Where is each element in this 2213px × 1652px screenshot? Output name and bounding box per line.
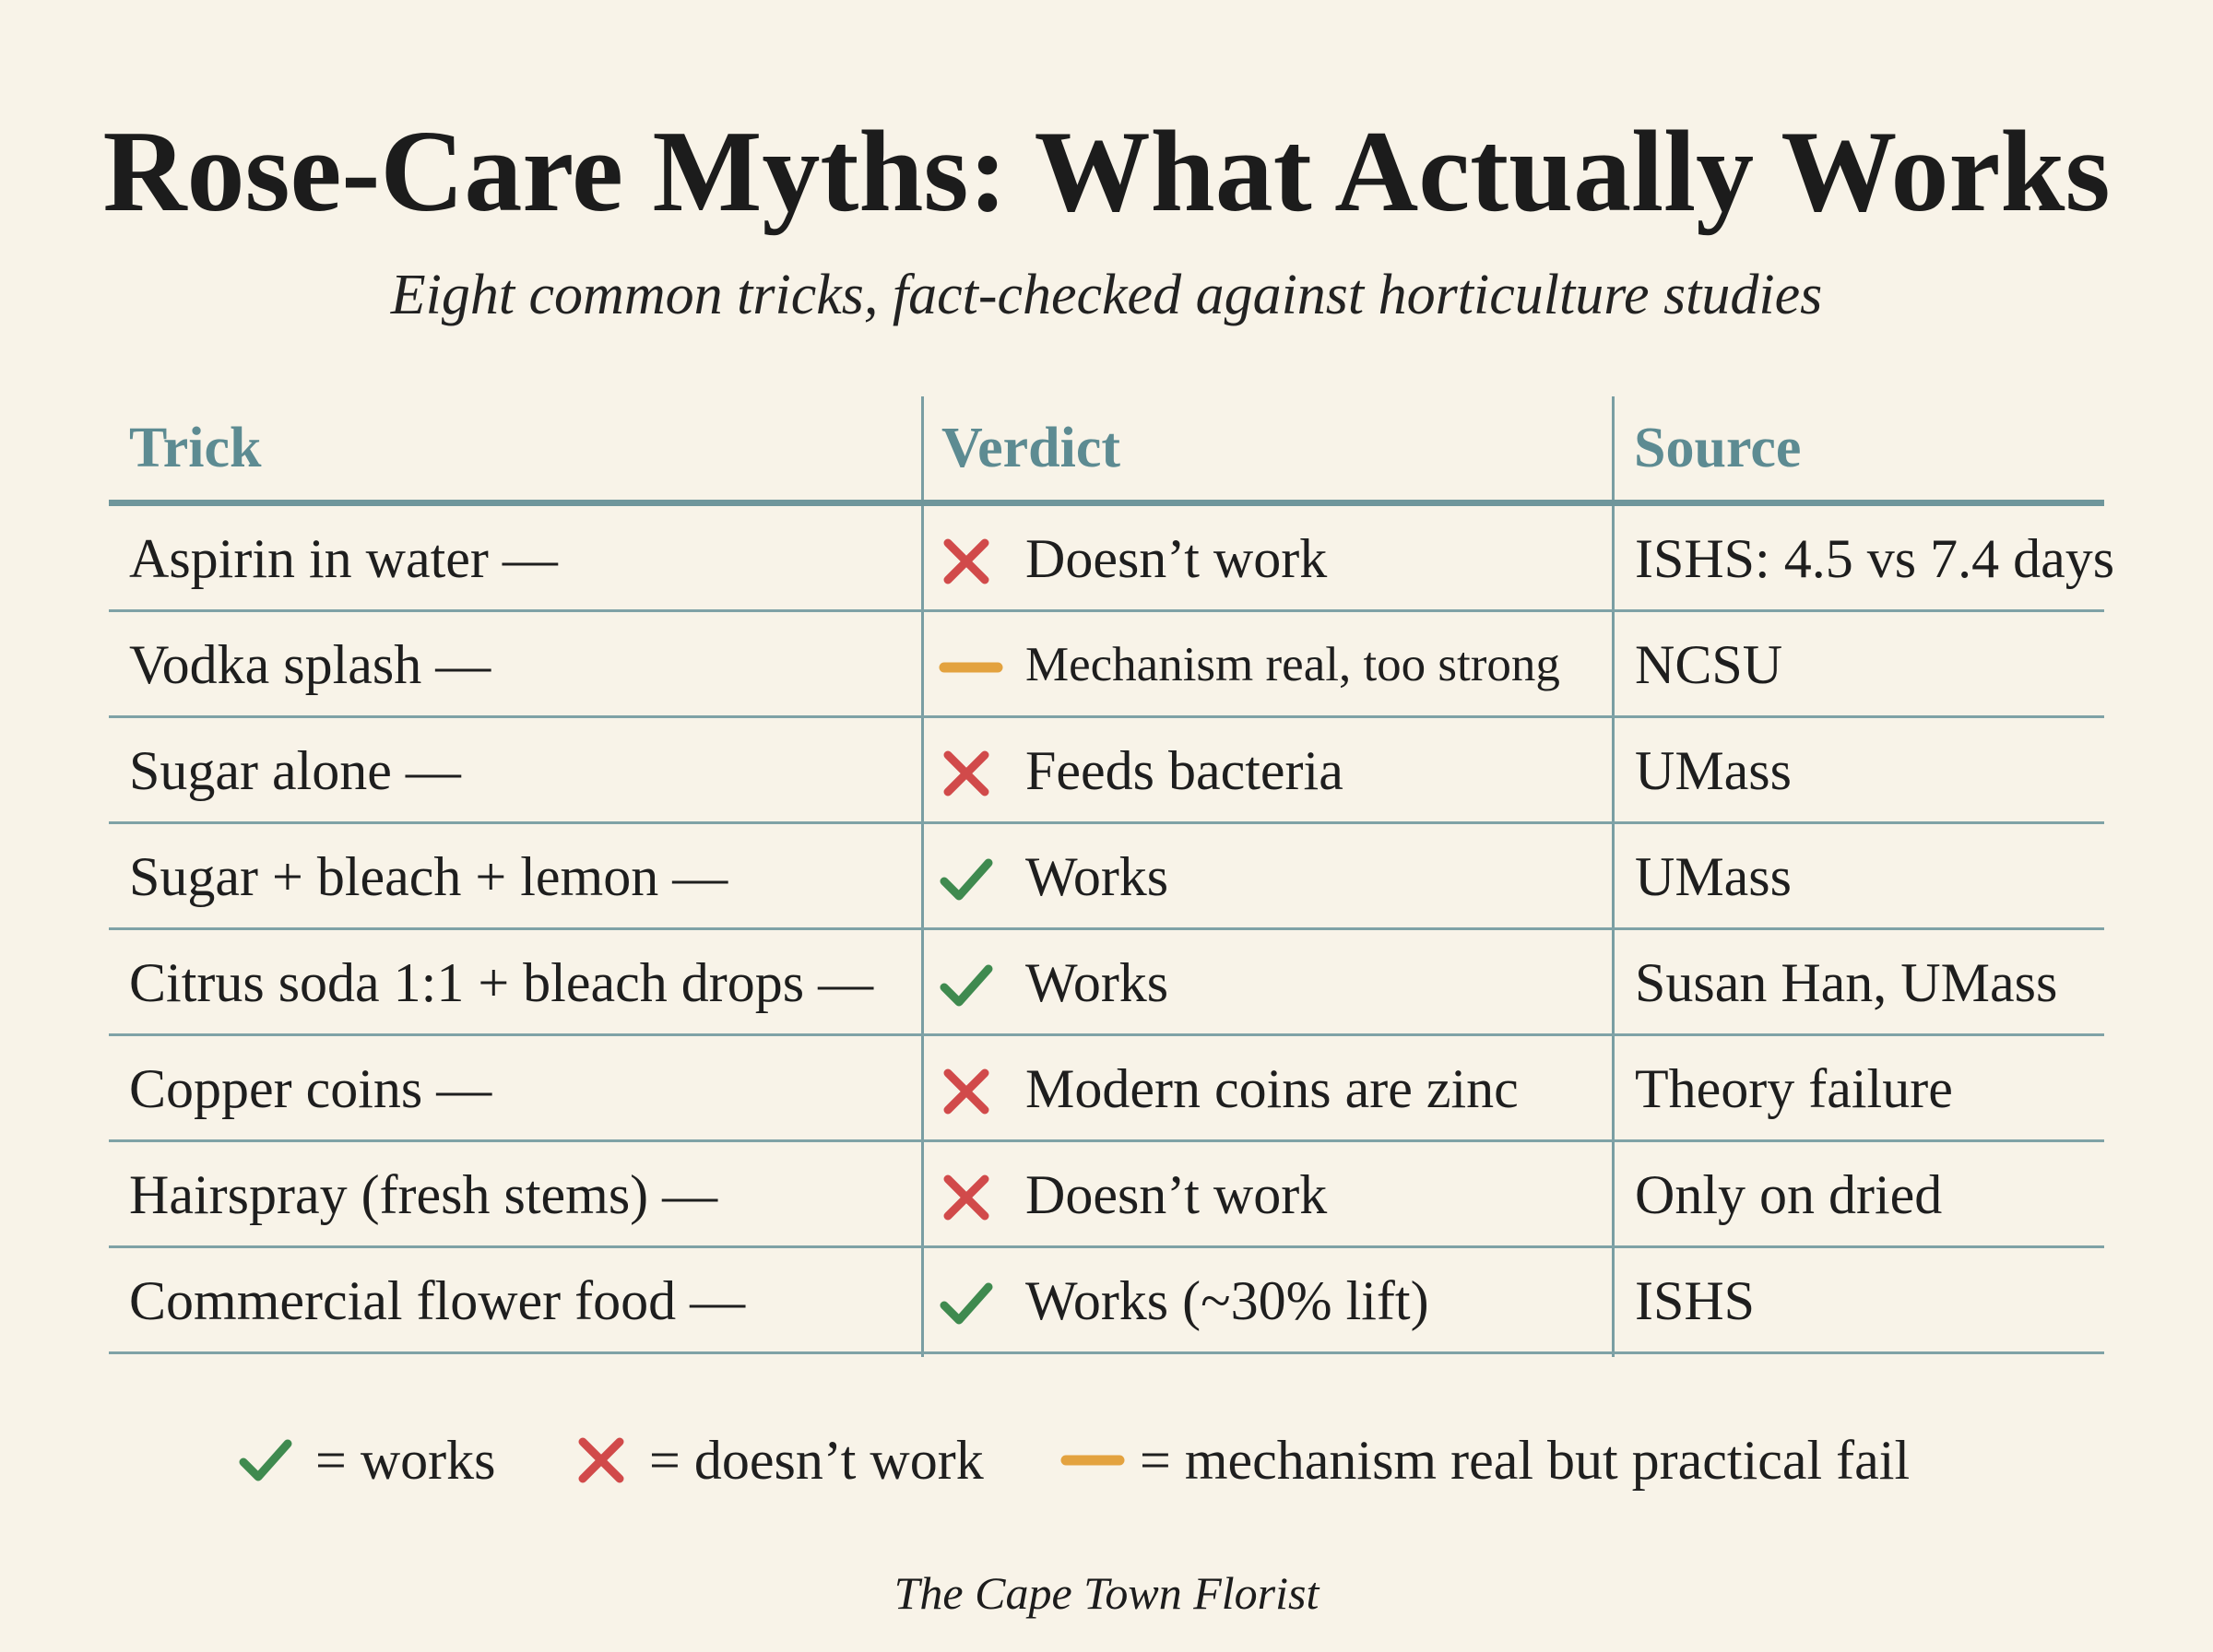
verdict-cell: Mechanism real, too strong: [1025, 638, 1560, 691]
trick-cell: Citrus soda 1:1 + bleach drops —: [129, 952, 874, 1013]
source-cell: UMass: [1635, 740, 1793, 801]
source-cell: ISHS: [1635, 1270, 1756, 1331]
verdict-cell: Works: [1025, 846, 1169, 907]
page-title: Rose-Care Myths: What Actually Works: [102, 108, 2111, 236]
page-subtitle: Eight common tricks, fact-checked agains…: [390, 264, 1823, 326]
check-icon: [939, 958, 994, 1013]
cross-icon: [939, 1064, 994, 1119]
trick-cell: Sugar + bleach + lemon —: [129, 846, 728, 907]
table-header: Trick Verdict Source: [109, 396, 2104, 500]
table-row: Copper coins — Modern coins are zinc Theor…: [109, 1036, 2104, 1142]
dash-icon: [1060, 1433, 1125, 1488]
row-divider: [109, 821, 2104, 824]
row-divider: [109, 1139, 2104, 1142]
row-divider: [109, 1245, 2104, 1248]
verdict-cell: Modern coins are zinc: [1025, 1058, 1519, 1119]
header-verdict: Verdict: [941, 417, 1120, 479]
table-row: Citrus soda 1:1 + bleach drops — Works Sus…: [109, 930, 2104, 1036]
verdict-cell: Doesn’t work: [1025, 528, 1328, 589]
check-icon: [939, 852, 994, 907]
row-divider: [109, 927, 2104, 930]
column-divider-2: [1612, 396, 1615, 1357]
source-cell: Only on dried: [1635, 1164, 1943, 1225]
cross-icon: [939, 746, 994, 801]
verdict-cell: Doesn’t work: [1025, 1164, 1328, 1225]
table-row: Sugar + bleach + lemon — Works UMass: [109, 824, 2104, 930]
table-row: Sugar alone — Feeds bacteria UMass: [109, 718, 2104, 824]
table-row: Aspirin in water — Doesn’t work ISHS: 4.5 …: [109, 506, 2114, 612]
row-divider: [109, 1351, 2104, 1354]
verdict-cell: Works: [1025, 952, 1169, 1013]
source-cell: Theory failure: [1635, 1058, 1953, 1119]
check-icon: [238, 1433, 293, 1488]
trick-cell: Vodka splash —: [129, 634, 491, 695]
trick-cell: Sugar alone —: [129, 740, 461, 801]
column-divider-1: [921, 396, 924, 1357]
table-row: Vodka splash — Mechanism real, too strong…: [109, 612, 2104, 718]
header-rule: [109, 500, 2104, 506]
legend: = works = doesn’t work = mechanism real …: [0, 1420, 2213, 1501]
row-divider: [109, 1033, 2104, 1036]
header-trick: Trick: [129, 417, 262, 479]
check-icon: [939, 1276, 994, 1331]
header-source: Source: [1634, 417, 1802, 479]
legend-works: = works: [315, 1430, 496, 1491]
source-cell: ISHS: 4.5 vs 7.4 days: [1635, 528, 2115, 589]
trick-cell: Aspirin in water —: [129, 528, 558, 589]
cross-icon: [939, 1170, 994, 1225]
source-cell: Susan Han, UMass: [1635, 952, 2058, 1013]
trick-cell: Copper coins —: [129, 1058, 492, 1119]
verdict-cell: Works (~30% lift): [1025, 1270, 1429, 1331]
row-divider: [109, 609, 2104, 612]
verdict-cell: Feeds bacteria: [1025, 740, 1343, 801]
row-divider: [109, 715, 2104, 718]
legend-partial: = mechanism real but practical fail: [1140, 1430, 1911, 1491]
cross-icon: [939, 534, 994, 589]
trick-cell: Commercial flower food —: [129, 1270, 746, 1331]
source-cell: UMass: [1635, 846, 1793, 907]
legend-fails: = doesn’t work: [649, 1430, 984, 1491]
trick-cell: Hairspray (fresh stems) —: [129, 1164, 718, 1225]
dash-icon: [939, 640, 1003, 695]
table-row: Hairspray (fresh stems) — Doesn’t work Onl…: [109, 1142, 2104, 1248]
cross-icon: [574, 1433, 629, 1488]
table-row: Commercial flower food — Works (~30% lift…: [109, 1248, 2104, 1354]
source-cell: NCSU: [1635, 634, 1783, 695]
footer-credit: The Cape Town Florist: [893, 1567, 1320, 1619]
